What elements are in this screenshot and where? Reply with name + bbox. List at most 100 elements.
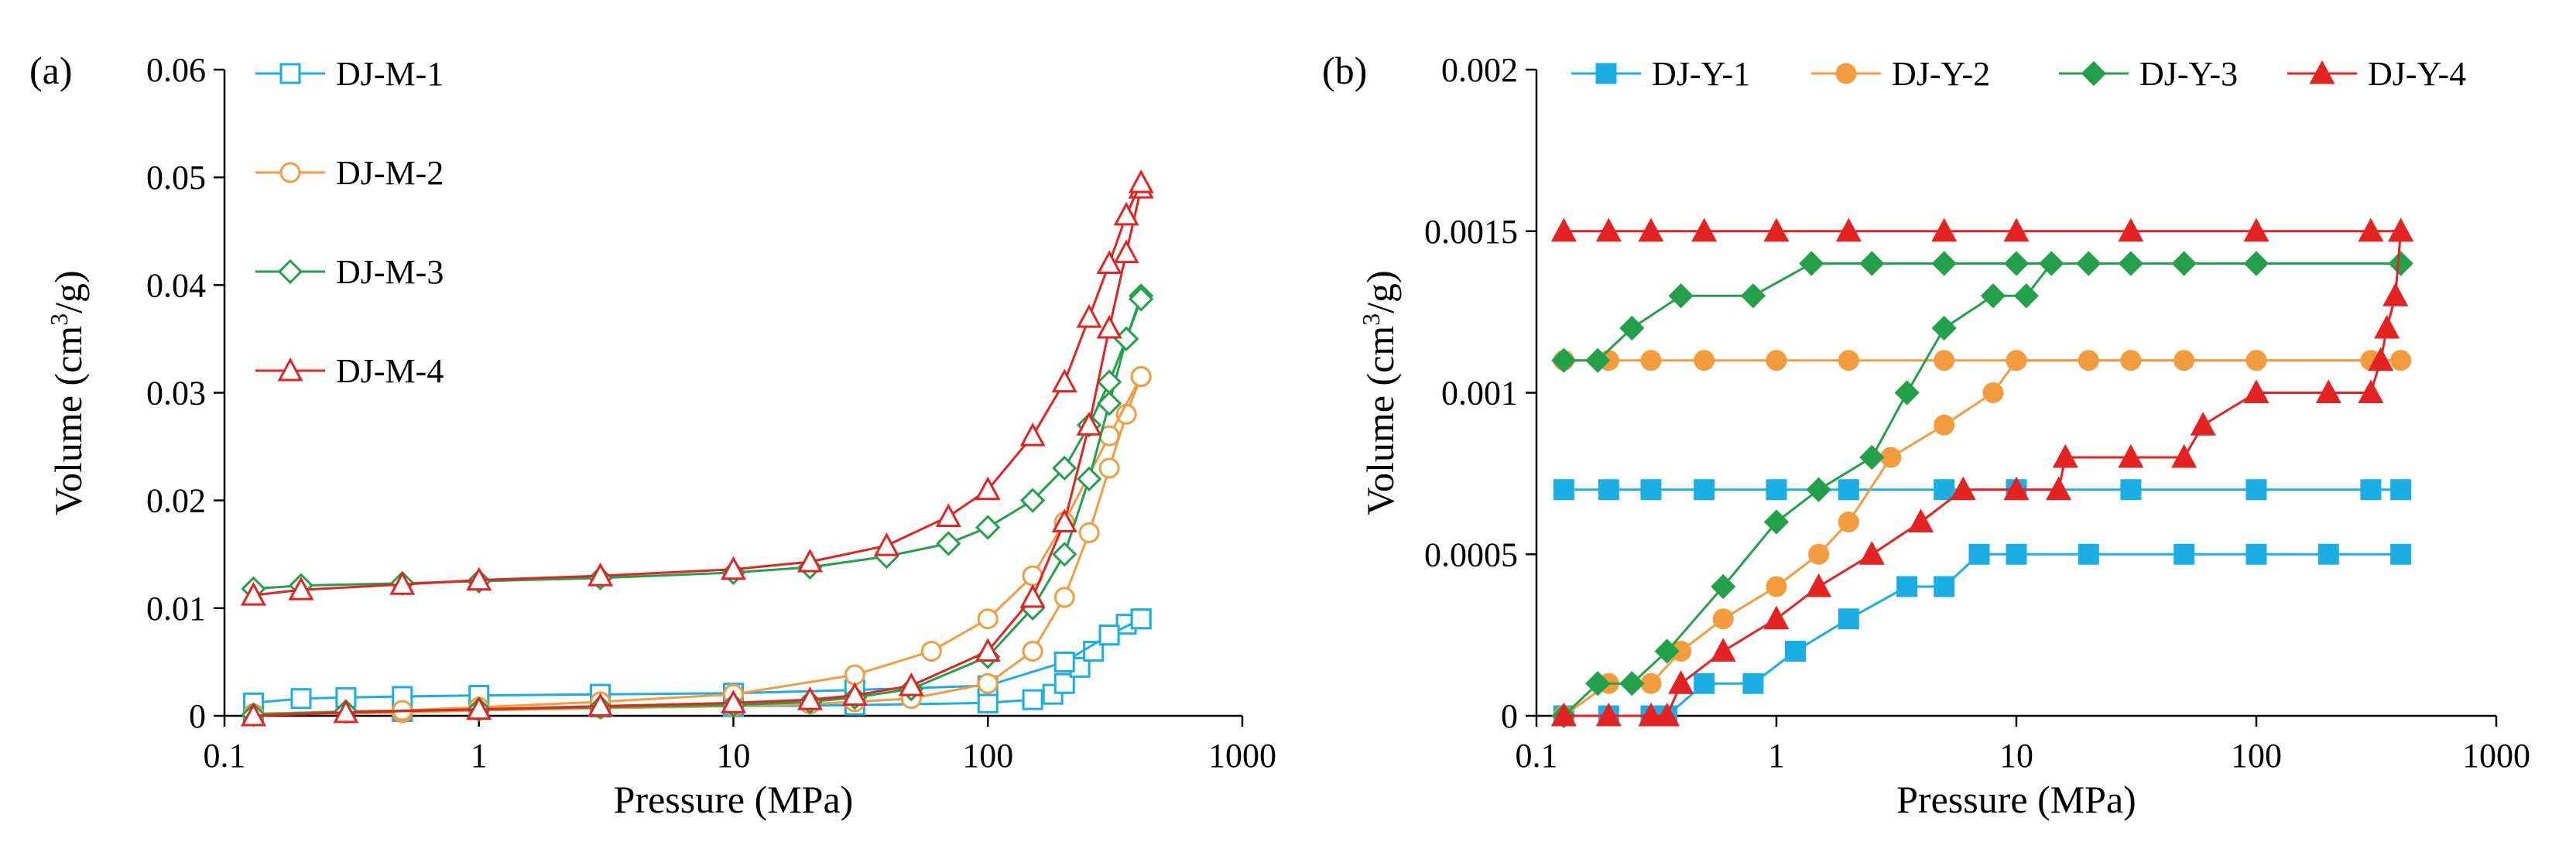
series-line-intrusion — [253, 376, 1142, 717]
legend-label: DJ-M-2 — [336, 154, 444, 192]
x-axis-title: Pressure (MPa) — [1896, 778, 2136, 821]
x-tick-label: 100 — [2231, 737, 2282, 775]
data-point — [2003, 476, 2030, 501]
data-point — [2118, 217, 2144, 242]
legend-label: DJ-M-1 — [336, 55, 444, 93]
data-point — [2360, 479, 2382, 501]
data-point — [841, 682, 868, 707]
data-point — [2118, 251, 2144, 276]
legend-label: DJ-M-3 — [336, 253, 444, 291]
data-point — [1640, 672, 1662, 694]
y-tick-label: 0.001 — [1441, 375, 1518, 412]
data-point — [1980, 283, 2006, 309]
data-point — [240, 702, 266, 727]
data-point — [1838, 608, 1859, 630]
y-axis-title-superscript: 3 — [45, 313, 73, 326]
data-point — [1022, 689, 1043, 710]
data-point — [1551, 347, 1577, 373]
y-axis-title-part: Volume (cm — [46, 326, 90, 515]
data-point — [2046, 476, 2072, 501]
data-point — [1799, 251, 1824, 276]
data-point — [1654, 638, 1680, 664]
y-tick-label: 0.01 — [146, 590, 206, 628]
data-point — [288, 577, 314, 601]
y-tick-label: 0.04 — [146, 266, 206, 304]
data-point — [1668, 670, 1694, 694]
data-point — [720, 690, 747, 714]
data-point — [1838, 350, 1859, 371]
data-point — [720, 556, 747, 580]
legend-marker — [2081, 60, 2107, 87]
data-point — [1585, 671, 1611, 696]
data-point — [1019, 423, 1046, 447]
series-line-extrusion — [253, 618, 1142, 704]
data-point — [1619, 671, 1645, 696]
data-point — [1076, 466, 1102, 491]
data-point — [2006, 543, 2027, 565]
data-point — [1838, 479, 1859, 501]
data-point — [1619, 315, 1645, 341]
data-point — [2171, 443, 2197, 468]
data-point — [2013, 283, 2039, 309]
data-point — [1858, 541, 1885, 565]
data-point — [1712, 608, 1734, 630]
data-point — [2390, 350, 2412, 371]
data-point — [975, 476, 1001, 501]
data-point — [2003, 217, 2030, 242]
data-point — [587, 562, 614, 587]
y-axis-title-part: /g) — [1358, 270, 1402, 313]
y-tick-label: 0.03 — [146, 375, 206, 412]
data-point — [1763, 509, 1790, 535]
data-point — [1053, 587, 1075, 608]
legend-label: DJ-Y-3 — [2139, 55, 2238, 93]
legend-marker — [277, 258, 303, 285]
data-point — [1934, 350, 1955, 371]
legend-marker — [2309, 60, 2335, 84]
data-point — [2120, 350, 2142, 371]
data-point — [1691, 217, 1718, 242]
data-point — [977, 692, 999, 714]
y-tick-label: 0.06 — [146, 51, 206, 89]
data-point — [1076, 412, 1102, 436]
data-point — [1880, 447, 1902, 468]
data-point — [240, 581, 266, 606]
data-point — [1859, 444, 1885, 471]
legend-label: DJ-Y-1 — [1652, 55, 1750, 93]
x-tick-label: 1 — [1768, 737, 1785, 775]
data-point — [975, 638, 1001, 662]
data-point — [2190, 412, 2216, 436]
data-point — [1113, 326, 1139, 352]
data-point — [1668, 283, 1694, 309]
data-point — [1934, 576, 1955, 597]
legend-item: DJ-M-3 — [255, 253, 444, 291]
data-point — [2245, 350, 2267, 371]
data-point — [1550, 217, 1577, 242]
series-DJ-Y-3 — [1551, 251, 2413, 729]
data-point — [1808, 543, 1830, 565]
data-point — [389, 571, 416, 595]
data-point — [1096, 314, 1122, 339]
series-DJ-Y-2 — [1553, 350, 2412, 727]
x-tick-label: 10 — [717, 737, 751, 775]
data-point — [1766, 576, 1787, 597]
data-point — [1595, 217, 1622, 242]
x-tick-label: 1000 — [2462, 737, 2530, 775]
x-tick-label: 0.1 — [204, 737, 246, 775]
y-tick-label: 0.002 — [1441, 51, 1518, 89]
series-DJ-M-4 — [240, 169, 1154, 727]
data-point — [1934, 479, 1955, 501]
data-point — [1654, 702, 1680, 727]
data-point — [1968, 543, 1990, 565]
data-point — [1711, 573, 1736, 600]
y-tick-label: 0.05 — [146, 159, 206, 197]
data-point — [1931, 217, 1958, 242]
y-tick-label: 0 — [189, 697, 206, 735]
series-DJ-M-3 — [241, 283, 1154, 727]
data-point — [1638, 217, 1664, 242]
data-point — [2245, 543, 2267, 565]
data-point — [1740, 283, 1766, 309]
legend-item: DJ-Y-3 — [2059, 55, 2238, 93]
data-point — [1806, 573, 1832, 597]
data-point — [1052, 455, 1077, 481]
data-point — [1640, 350, 1662, 371]
